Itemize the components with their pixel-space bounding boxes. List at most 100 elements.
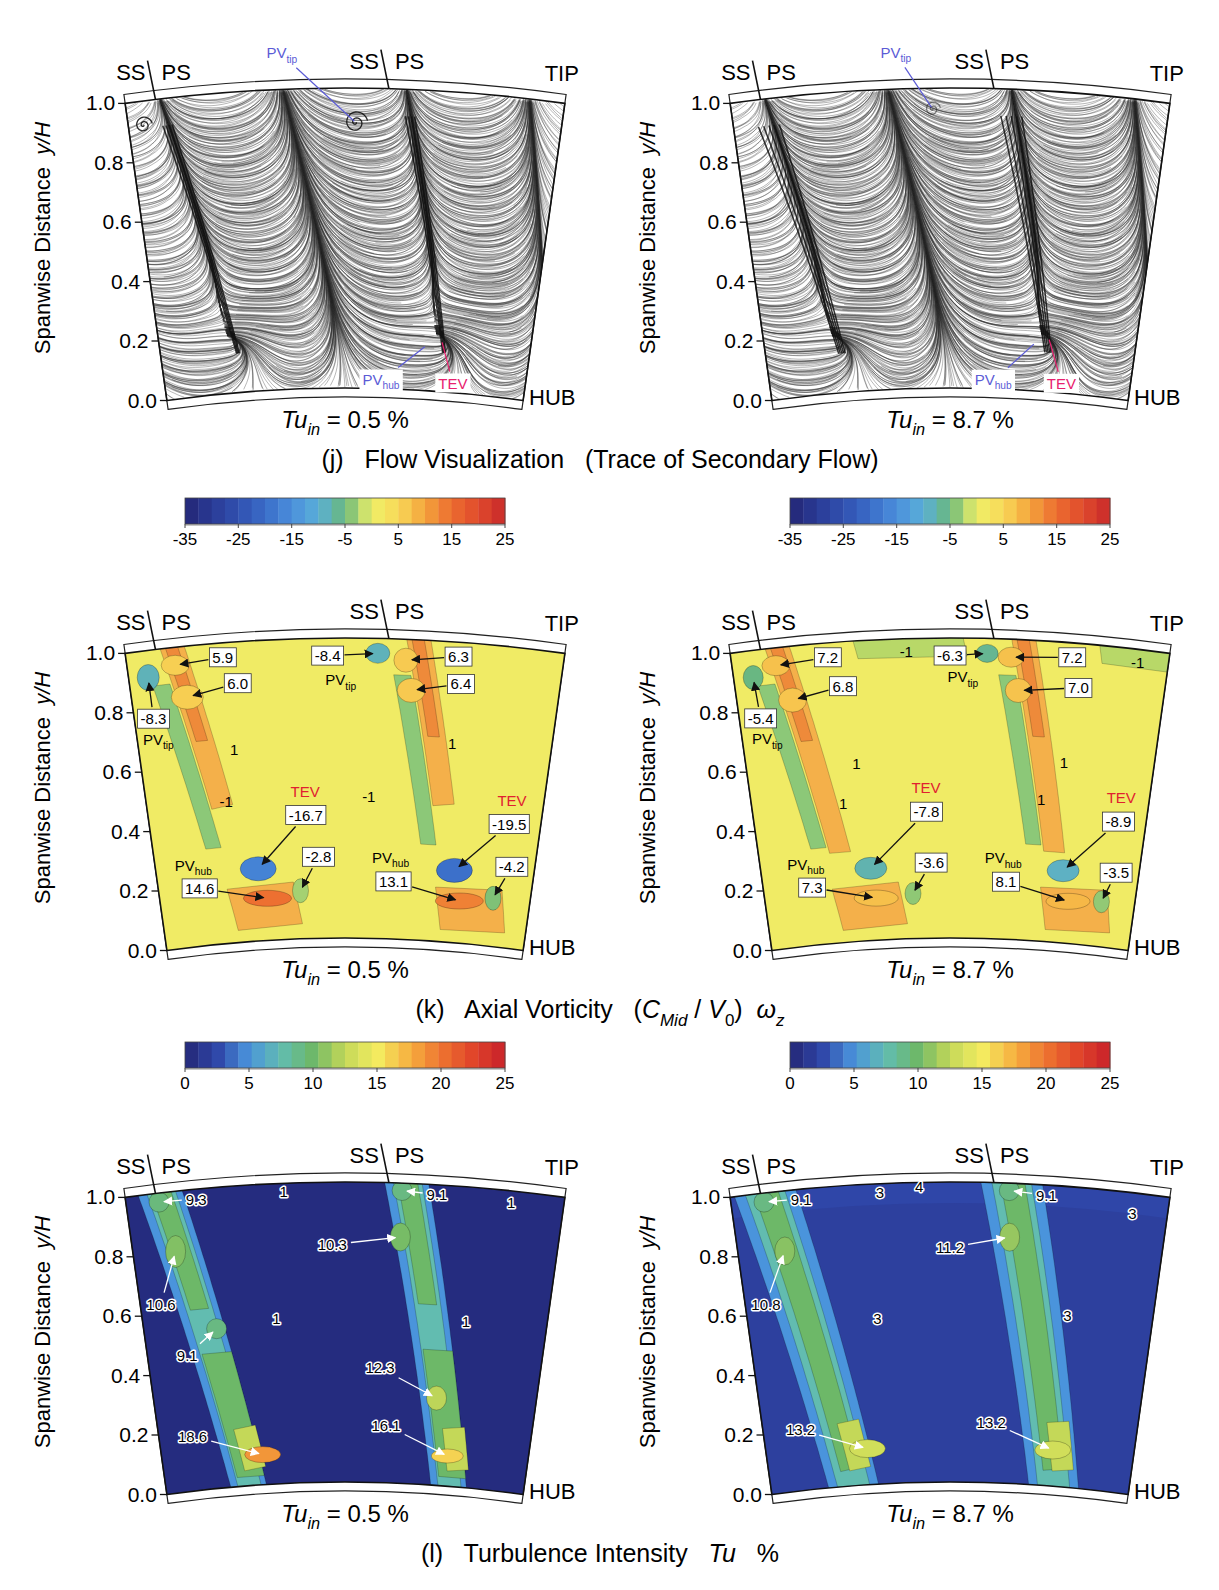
tip-label: TIP xyxy=(545,61,579,86)
blade-divider xyxy=(148,1155,156,1194)
text-part: in xyxy=(307,970,320,988)
blade-side-label: PS xyxy=(1000,1143,1029,1168)
colorbar-tick-label: 15 xyxy=(442,530,461,549)
y-tick-label: 0.4 xyxy=(111,270,141,293)
y-tick xyxy=(143,1375,150,1376)
colorbar-cell xyxy=(358,1042,372,1068)
contour-peak xyxy=(775,1237,795,1265)
label-box xyxy=(972,370,1015,393)
colorbar-cell xyxy=(385,498,399,524)
leader xyxy=(781,660,814,665)
blade-divider xyxy=(753,1155,761,1194)
colorbar-cell xyxy=(478,498,492,524)
label-box xyxy=(489,815,529,834)
annotation: 3 xyxy=(873,1310,881,1327)
wake-trace xyxy=(415,117,446,353)
annotation: 6.8 xyxy=(832,678,853,695)
leader xyxy=(412,887,455,900)
colorbar-cell xyxy=(412,1042,426,1068)
y-tick xyxy=(152,890,159,891)
contour-band xyxy=(394,675,436,845)
label-box xyxy=(286,806,326,825)
leader xyxy=(407,1191,423,1193)
colorbar-cell xyxy=(990,1042,1004,1068)
y-tick-label: 1.0 xyxy=(86,641,115,664)
y-tick-label: 0.0 xyxy=(733,389,762,412)
colorbar-tick xyxy=(1110,1068,1111,1072)
text-part: = 8.7 % xyxy=(925,1500,1014,1527)
leader xyxy=(1008,344,1034,368)
text-part: % xyxy=(736,1539,779,1567)
colorbar-frame xyxy=(790,1042,1110,1068)
contour-peak xyxy=(171,685,203,709)
colorbar-tick-label: 5 xyxy=(999,530,1008,549)
annotation: PVtip xyxy=(143,731,174,752)
text-part: Spanwise Distance xyxy=(635,705,660,904)
annotation: 14.6 xyxy=(185,880,214,897)
text-part: y/H xyxy=(635,672,660,707)
colorbar-cell xyxy=(198,498,212,524)
colorbar-cell xyxy=(212,498,226,524)
label-box xyxy=(209,648,236,667)
colorbar-cell xyxy=(897,1042,911,1068)
annotation: TEV xyxy=(497,792,526,809)
text-part: tip xyxy=(772,740,783,751)
y-tick-label: 0.2 xyxy=(119,329,148,352)
y-tick xyxy=(118,653,125,654)
streamlines xyxy=(101,88,588,400)
colorbar-cell xyxy=(1043,1042,1057,1068)
annotation: 1 xyxy=(507,1194,515,1211)
text-part: hub xyxy=(195,866,212,877)
label-box xyxy=(814,648,841,667)
colorbar-cell xyxy=(292,498,306,524)
colorbar-cell xyxy=(1070,498,1084,524)
colorbar-frame xyxy=(185,1042,505,1068)
tip-label: TIP xyxy=(1150,611,1184,636)
text-part: Tu xyxy=(709,1539,736,1567)
contour-peak xyxy=(293,879,309,903)
colorbar-cell xyxy=(1003,1042,1017,1068)
leader xyxy=(875,823,916,864)
y-tick xyxy=(748,1375,755,1376)
y-tick-label: 0.2 xyxy=(724,879,753,902)
y-tick-label: 0.4 xyxy=(716,1364,746,1387)
text-part: TEV xyxy=(911,779,940,796)
colorbar-tick-label: -5 xyxy=(942,530,957,549)
text-part: in xyxy=(912,970,925,988)
text-part: (l) Turbulence Intensity xyxy=(421,1539,709,1567)
contour-band xyxy=(436,887,505,933)
contour-band xyxy=(1041,887,1110,933)
annotation: -8.4 xyxy=(315,647,341,664)
annotation: PVhub xyxy=(372,849,409,870)
colorbar-tick-label: 0 xyxy=(180,1074,189,1093)
arrows xyxy=(296,68,450,372)
colorbar-cell xyxy=(1083,498,1097,524)
annotation: -16.7 xyxy=(289,807,323,824)
colorbar-cell xyxy=(398,498,412,524)
y-tick-label: 0.0 xyxy=(733,1483,762,1506)
text-part: y/H xyxy=(635,122,660,157)
text-part: tip xyxy=(968,678,979,689)
contour-background xyxy=(728,1167,1172,1509)
text-part: PV xyxy=(752,730,772,747)
hub-label: HUB xyxy=(529,385,575,410)
y-tick-label: 1.0 xyxy=(691,1185,720,1208)
annotations: PVtipPVhubTEV xyxy=(263,43,470,392)
leader xyxy=(412,658,444,660)
colorbar-tick-label: 25 xyxy=(496,530,515,549)
contour-peak xyxy=(1047,860,1079,882)
contour-peak xyxy=(240,857,276,881)
blade-side-label: PS xyxy=(162,60,191,85)
text-part: hub xyxy=(383,380,400,391)
colorbar-range xyxy=(790,1069,1110,1070)
text-part: TEV xyxy=(1107,789,1136,806)
colorbar-cell xyxy=(843,1042,857,1068)
colorbar-tick-label: -15 xyxy=(279,530,304,549)
leader xyxy=(1016,657,1058,658)
contour-peak xyxy=(390,1223,410,1251)
text-part: (k) Axial Vorticity ( xyxy=(415,995,642,1023)
annotation: -6.3 xyxy=(937,647,963,664)
panel: PVtipPVhubTEV0.00.20.40.60.81.0Spanwise … xyxy=(635,43,1194,438)
blade-side-label: SS xyxy=(116,1154,145,1179)
leader xyxy=(798,690,828,698)
